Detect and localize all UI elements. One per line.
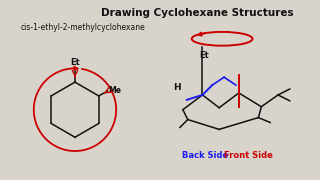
Text: H: H [173, 83, 181, 92]
Text: Et: Et [70, 58, 80, 67]
Text: cis-1-ethyl-2-methylcyclohexane: cis-1-ethyl-2-methylcyclohexane [21, 23, 146, 32]
Text: Front Side: Front Side [224, 151, 273, 160]
Text: Back Side: Back Side [182, 151, 228, 160]
Text: Drawing Cyclohexane Structures: Drawing Cyclohexane Structures [101, 8, 294, 18]
Text: Me: Me [108, 86, 122, 94]
Text: Et: Et [200, 51, 209, 60]
